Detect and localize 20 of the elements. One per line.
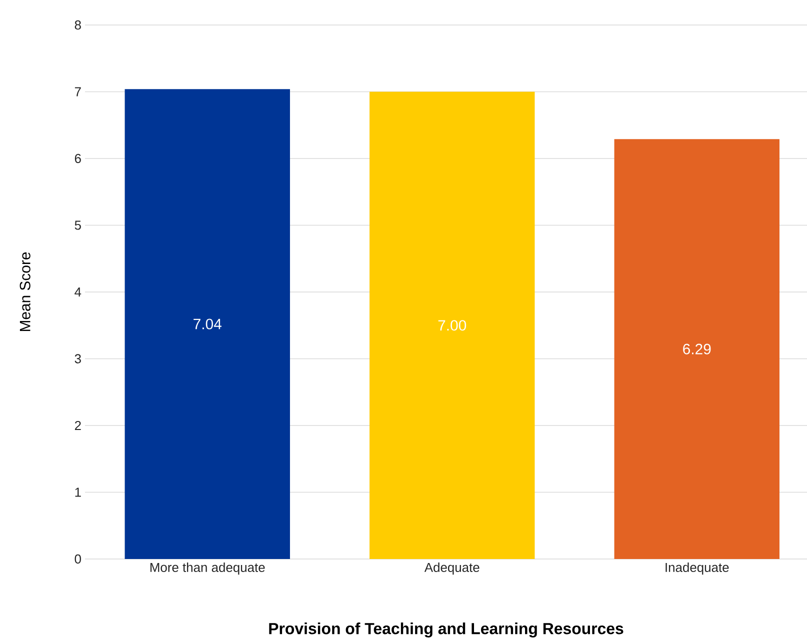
data-label: 6.29	[683, 344, 711, 354]
data-label: 7.04	[194, 318, 222, 330]
y-tick-label: 5	[74, 220, 81, 230]
bar	[614, 139, 780, 559]
x-tick-label: Inadequate	[666, 562, 729, 575]
y-tick-label: 7	[74, 87, 81, 96]
y-axis-title: Mean Score	[20, 252, 30, 332]
x-tick-label: Adequate	[424, 562, 480, 575]
y-tick-label: 4	[74, 288, 82, 296]
y-tick-label: 0	[74, 554, 81, 564]
y-tick-label: 2	[74, 420, 81, 430]
y-tick-label: 8	[74, 20, 81, 30]
y-tick-label: 1	[75, 488, 81, 497]
bar	[370, 92, 535, 559]
x-axis-title: Provision of Teaching and Learning Resources	[269, 622, 624, 638]
data-label: 7.00	[438, 320, 466, 331]
x-tick-label: More than adequate	[150, 562, 265, 575]
y-tick-label: 6	[74, 154, 81, 164]
bar	[124, 89, 290, 559]
y-tick-label: 3	[74, 354, 81, 364]
